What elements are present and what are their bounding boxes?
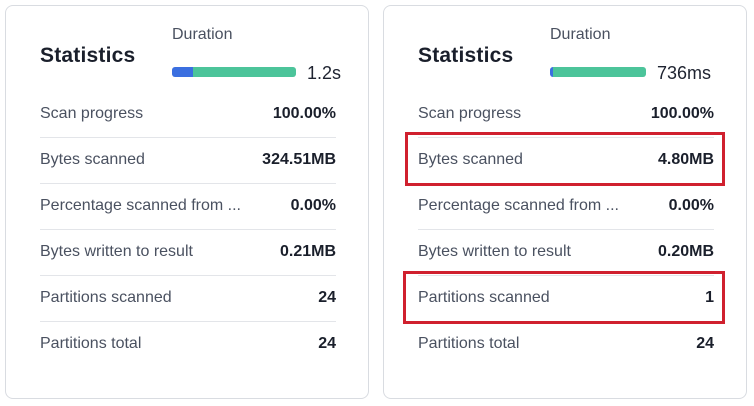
stat-value: 24 [318,335,336,352]
stat-value: 24 [696,335,714,352]
duration-bar-execute-segment [193,67,296,77]
stat-label: Percentage scanned from ... [40,197,241,214]
stat-row-bytes-written: Bytes written to result 0.20MB [418,230,714,276]
statistics-panel-left: Statistics Duration 1.2s Scan progress 1… [5,5,369,399]
stat-row-partitions-scanned: Partitions scanned 24 [40,276,336,322]
stat-row-partitions-total: Partitions total 24 [418,322,714,368]
stat-value: 0.00% [668,197,714,214]
duration-value: 1.2s [307,63,342,83]
duration-bar-execute-segment [552,67,646,77]
statistics-list: Scan progress 100.00% Bytes scanned 324.… [40,92,336,368]
duration-label: Duration [550,26,611,43]
duration-value: 736ms [657,63,712,83]
stat-row-bytes-scanned: Bytes scanned 324.51MB [40,138,336,184]
stat-value: 0.00% [290,197,336,214]
duration-label: Duration [172,26,233,43]
stat-row-scan-progress: Scan progress 100.00% [418,92,714,138]
stat-label: Bytes written to result [418,243,571,260]
stat-label: Bytes written to result [40,243,193,260]
duration-bar [172,67,296,77]
stat-label: Scan progress [418,105,522,122]
stat-row-scan-progress: Scan progress 100.00% [40,92,336,138]
stat-label: Bytes scanned [40,151,145,168]
panel-title: Statistics [418,44,514,67]
stat-label: Partitions scanned [40,289,172,306]
duration-bar [550,67,646,77]
duration-bar-compile-segment [550,67,553,77]
stat-row-partitions-total: Partitions total 24 [40,322,336,368]
stat-value: 100.00% [272,105,336,122]
stat-value: 0.21MB [279,243,336,260]
stat-row-partitions-scanned: Partitions scanned 1 [418,276,714,322]
stat-value: 24 [318,289,336,306]
duration-bar-compile-segment [172,67,194,77]
stat-label: Scan progress [40,105,144,122]
statistics-list: Scan progress 100.00% Bytes scanned 4.80… [418,92,714,368]
stat-value: 100.00% [650,105,714,122]
stat-row-percentage-scanned: Percentage scanned from ... 0.00% [418,184,714,230]
panel-title: Statistics [40,44,136,67]
statistics-panel-right: Statistics Duration 736ms Scan progress … [383,5,747,399]
stat-value: 0.20MB [657,243,714,260]
stat-row-percentage-scanned: Percentage scanned from ... 0.00% [40,184,336,230]
stat-row-bytes-written: Bytes written to result 0.21MB [40,230,336,276]
stat-label: Bytes scanned [418,151,523,168]
stat-label: Percentage scanned from ... [418,197,619,214]
stat-value: 1 [705,289,714,306]
stat-label: Partitions total [40,335,142,352]
stat-row-bytes-scanned: Bytes scanned 4.80MB [418,138,714,184]
stat-value: 324.51MB [262,151,336,168]
stat-value: 4.80MB [657,151,714,168]
stat-label: Partitions total [418,335,520,352]
stat-label: Partitions scanned [418,289,550,306]
